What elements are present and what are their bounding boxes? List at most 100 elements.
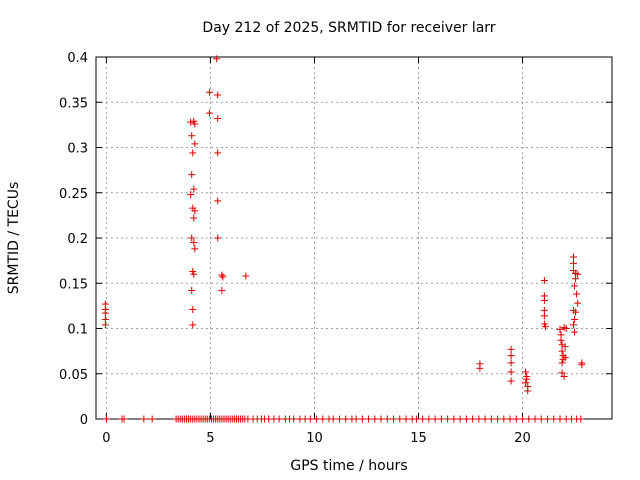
- data-point: [189, 321, 197, 329]
- data-point: [574, 299, 582, 307]
- data-point: [190, 185, 198, 193]
- data-point: [571, 282, 579, 290]
- data-point: [540, 277, 548, 285]
- data-point: [275, 415, 283, 423]
- data-point: [557, 336, 565, 344]
- data-point: [148, 415, 156, 423]
- y-tick-label: 0.3: [67, 142, 88, 157]
- data-point: [140, 415, 148, 423]
- data-point: [475, 415, 483, 423]
- data-point: [191, 245, 199, 253]
- y-tick-label: 0: [80, 413, 88, 428]
- data-point: [191, 207, 199, 215]
- data-point: [189, 149, 197, 157]
- axis-ticks: [96, 56, 612, 420]
- data-point: [402, 415, 410, 423]
- data-point: [306, 415, 314, 423]
- data-point: [383, 415, 391, 423]
- data-point: [574, 270, 582, 278]
- data-point: [531, 415, 539, 423]
- data-point: [335, 415, 343, 423]
- data-point: [120, 415, 128, 423]
- data-point: [444, 415, 452, 423]
- data-point: [558, 359, 566, 367]
- data-point: [570, 259, 578, 267]
- data-point: [561, 353, 569, 361]
- data-point: [522, 379, 530, 387]
- data-point: [572, 308, 580, 316]
- data-point: [487, 415, 495, 423]
- data-point: [190, 239, 198, 247]
- y-tick-label: 0.35: [59, 96, 88, 111]
- grid-lines: [96, 57, 612, 419]
- data-point: [188, 234, 196, 242]
- x-tick-label: 20: [514, 431, 531, 446]
- data-point: [189, 305, 197, 313]
- data-point: [191, 140, 199, 148]
- data-point: [537, 415, 545, 423]
- data-point: [205, 88, 213, 96]
- y-tick-label: 0.1: [67, 323, 88, 338]
- y-axis-label: SRMTID / TECUs: [6, 182, 22, 295]
- data-point: [476, 364, 484, 372]
- data-point: [188, 286, 196, 294]
- x-tick-label: 0: [102, 431, 110, 446]
- data-point: [396, 415, 404, 423]
- data-point: [425, 415, 433, 423]
- y-tick-label: 0.2: [67, 232, 88, 247]
- data-point: [190, 270, 198, 278]
- data-point: [214, 115, 222, 123]
- data-point: [214, 149, 222, 157]
- data-point: [507, 345, 515, 353]
- data-point: [191, 120, 199, 128]
- y-tick-label: 0.15: [59, 277, 88, 292]
- data-point: [188, 132, 196, 140]
- data-point: [187, 191, 195, 199]
- data-point: [540, 296, 548, 304]
- data-point: [419, 415, 427, 423]
- data-point: [573, 290, 581, 298]
- data-point: [319, 415, 327, 423]
- data-point: [507, 352, 515, 360]
- data-point: [214, 91, 222, 99]
- data-point: [205, 109, 213, 117]
- data-point: [365, 415, 373, 423]
- y-tick-label: 0.4: [67, 51, 88, 66]
- data-point: [102, 415, 110, 423]
- data-point: [561, 343, 569, 351]
- data-point: [571, 328, 579, 336]
- data-point: [507, 377, 515, 385]
- data-point: [558, 341, 566, 349]
- data-point: [462, 415, 470, 423]
- y-tick-label: 0.05: [59, 368, 88, 383]
- data-point: [524, 387, 532, 395]
- plot-frame: [95, 56, 613, 420]
- data-point: [187, 118, 195, 126]
- data-point: [544, 415, 551, 423]
- y-tick-label: 0.25: [59, 187, 88, 202]
- data-point: [450, 415, 458, 423]
- data-point: [214, 234, 222, 242]
- data-point: [390, 415, 398, 423]
- data-point: [571, 315, 579, 323]
- data-point: [506, 415, 514, 423]
- data-point: [562, 325, 570, 332]
- data-point: [578, 361, 586, 369]
- data-point: [329, 415, 337, 423]
- data-points: [101, 55, 586, 423]
- data-point: [558, 369, 566, 377]
- data-point: [188, 171, 196, 179]
- y-tick-labels: 0 0.05 0.1 0.15 0.2 0.25 0.3 0.35 0.4: [59, 51, 88, 428]
- data-point: [556, 415, 564, 423]
- data-point: [290, 415, 298, 423]
- data-point: [358, 415, 366, 423]
- data-point: [541, 323, 549, 331]
- data-point: [214, 197, 222, 205]
- x-tick-labels: 0 5 10 15 20: [102, 431, 531, 446]
- data-point: [512, 415, 520, 423]
- data-point: [577, 415, 585, 423]
- data-point: [500, 415, 508, 423]
- data-point: [556, 325, 564, 333]
- data-point: [101, 309, 109, 317]
